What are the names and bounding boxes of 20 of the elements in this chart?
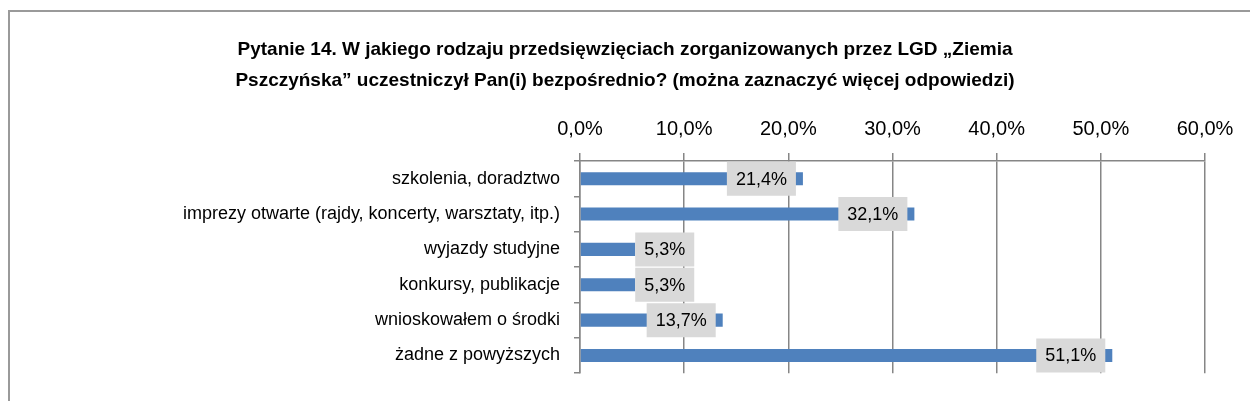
x-tick-label: 30,0%: [864, 116, 922, 139]
y-tick-label: żadne z powyższych: [394, 344, 560, 365]
y-tick-label: wnioskowałem o środki: [373, 309, 560, 330]
y-tick-label: konkursy, publikacje: [399, 273, 560, 294]
data-label: 13,7%: [655, 310, 707, 331]
x-tick-label: 0,0%: [557, 116, 604, 139]
data-label: 5,3%: [644, 239, 686, 260]
data-label: 51,1%: [1045, 345, 1097, 366]
data-label: 21,4%: [735, 168, 787, 189]
x-tick-label: 50,0%: [1072, 116, 1130, 139]
y-tick-label: szkolenia, doradztwo: [391, 167, 560, 188]
chart-title: Pytanie 14. W jakiego rodzaju przedsięwzięciach zorganizowanych przez LGD „Ziemia Pszczyńska” uczestniczył Pan(i) bezpośrednio? (można zaznaczyć więcej odpowiedzi): [234, 37, 1016, 92]
x-tick-label: 20,0%: [759, 116, 817, 139]
x-tick-label: 10,0%: [655, 116, 713, 139]
y-tick-label: imprezy otwarte (rajdy, koncerty, warsztaty, itp.): [182, 203, 560, 224]
x-tick-label: 40,0%: [968, 116, 1026, 139]
data-label: 32,1%: [847, 204, 899, 225]
y-tick-label: wyjazdy studyjne: [422, 238, 560, 259]
data-label: 5,3%: [644, 274, 686, 295]
x-tick-label: 60,0%: [1176, 116, 1234, 139]
